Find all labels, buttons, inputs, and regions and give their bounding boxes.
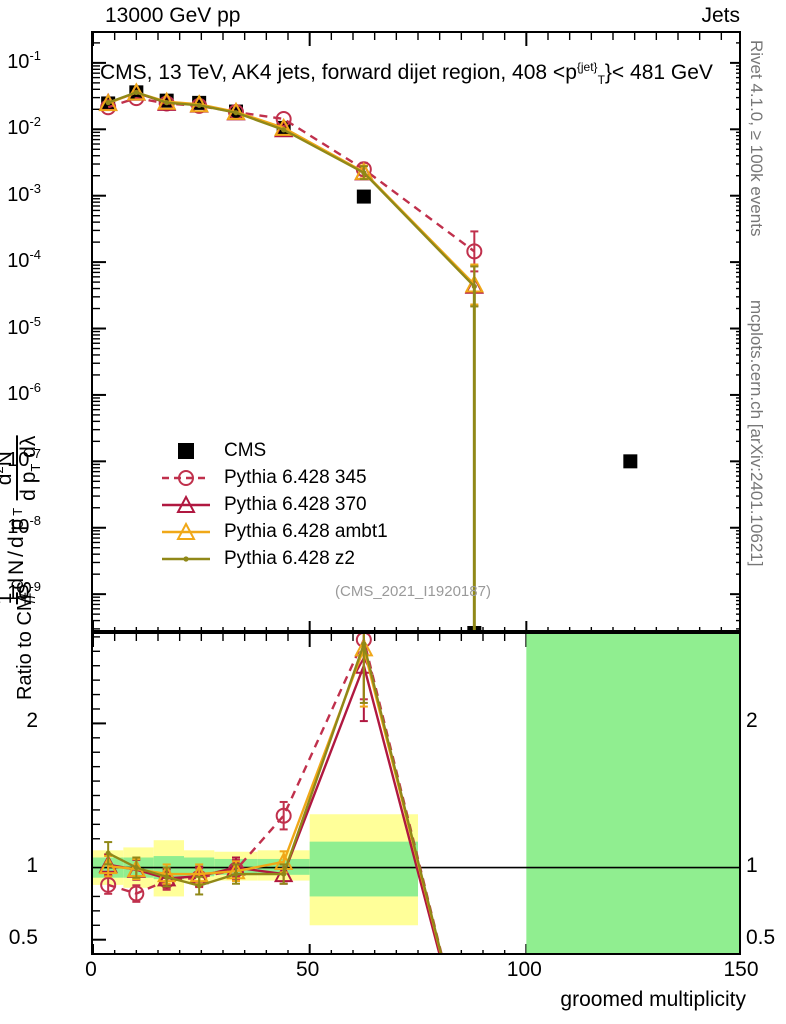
legend-item[interactable]: Pythia 6.428 370 — [160, 491, 388, 518]
plot-title: CMS, 13 TeV, AK4 jets, forward dijet reg… — [100, 60, 713, 87]
legend-key-triangle-open-icon — [160, 520, 212, 544]
legend-item-label: CMS — [224, 439, 267, 461]
analysis-id-watermark: (CMS_2021_I1920187) — [335, 583, 491, 600]
main-y-tick-label: 10-1 — [7, 48, 41, 73]
main-y-tick-label: 10-9 — [7, 579, 41, 604]
main-y-tick-label: 10-4 — [7, 247, 41, 272]
plot-title-tail: }< 481 GeV — [604, 61, 713, 84]
ratio-y-tick-label: 2 — [26, 709, 38, 733]
ratio-y-tick-label: 0.5 — [746, 925, 776, 949]
x-tick-label: 50 — [295, 958, 320, 981]
x-axis-label: groomed multiplicity — [560, 988, 746, 1011]
legend-item-label: Pythia 6.428 370 — [224, 493, 367, 515]
x-tick-label: 0 — [85, 958, 97, 981]
ratio-plot-canvas — [93, 634, 739, 953]
main-plot-canvas — [93, 33, 739, 630]
legend-item[interactable]: Pythia 6.428 z2 — [160, 545, 388, 572]
beam-energy-label: 13000 GeV pp — [105, 4, 241, 27]
main-y-tick-label: 10-8 — [7, 512, 41, 538]
main-y-tick-label: 10-7 — [7, 446, 41, 472]
plot-title-superscript: {jet} — [576, 60, 598, 74]
main-y-tick-label: 10-3 — [7, 180, 41, 206]
ratio-plot-panel — [91, 632, 741, 955]
legend-item-label: Pythia 6.428 ambt1 — [224, 520, 388, 542]
main-y-tick-label: 10-6 — [7, 380, 41, 405]
legend-key-triangle-open-icon — [160, 493, 212, 517]
analysis-category-label: Jets — [701, 4, 740, 27]
legend-item-label: Pythia 6.428 z2 — [224, 547, 355, 569]
legend-item[interactable]: Pythia 6.428 345 — [160, 464, 388, 491]
legend-key-circle-open-icon — [160, 466, 212, 490]
plot-title-subscript: T — [597, 73, 605, 88]
rivet-version-label: Rivet 4.1.0, ≥ 100k events — [747, 40, 766, 237]
ratio-y-tick-label: 1 — [26, 853, 38, 877]
main-y-tick-label: 10-5 — [7, 313, 41, 339]
legend-item[interactable]: Pythia 6.428 ambt1 — [160, 518, 388, 545]
plot-title-main: CMS, 13 TeV, AK4 jets, forward dijet reg… — [100, 61, 577, 84]
ylabel-den-n: N — [5, 559, 29, 575]
legend: CMS Pythia 6.428 345 Pythia 6.428 370 Pythi… — [160, 437, 388, 572]
legend-key-dot-icon — [160, 547, 212, 571]
x-tick-label: 150 — [723, 958, 759, 981]
ratio-y-tick-label: 0.5 — [8, 925, 38, 949]
legend-item[interactable]: CMS — [160, 437, 388, 464]
legend-item-label: Pythia 6.428 345 — [224, 466, 367, 488]
x-tick-label: 100 — [506, 958, 542, 981]
mcplots-reference-label: mcplots.cern.ch [arXiv:2401.10621] — [747, 300, 766, 567]
ratio-y-tick-label: 2 — [746, 709, 758, 733]
main-y-tick-label: 10-2 — [7, 114, 41, 140]
ratio-y-tick-label: 1 — [746, 853, 758, 877]
legend-key-square-icon — [160, 439, 212, 463]
